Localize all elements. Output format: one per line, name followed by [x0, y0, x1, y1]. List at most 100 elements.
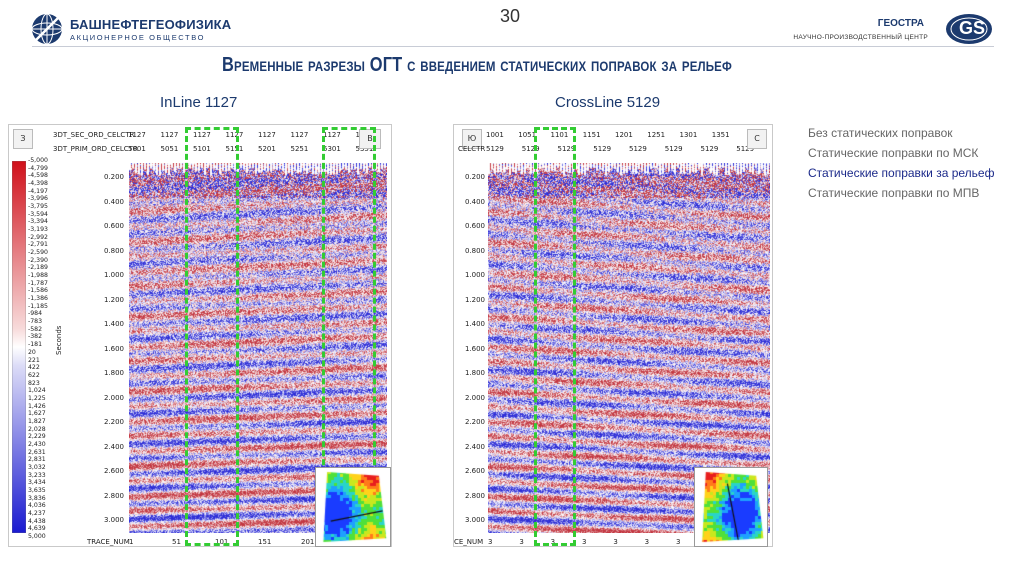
crossline-row2-value: 5129: [593, 145, 612, 153]
inline-corner-west: З: [13, 129, 33, 149]
colorbar-value: 1,225: [28, 394, 46, 402]
crossline-row2-value: 5129: [486, 145, 504, 153]
crossline-row1-value: 1251: [647, 131, 666, 139]
colorbar-value: 1,426: [28, 402, 46, 410]
crossline-y-tick: 1.800: [464, 369, 485, 377]
colorbar-value: -4,598: [28, 172, 48, 180]
inline-y-tick: 2.200: [103, 418, 124, 426]
crossline-row2-values: 5129 5129 5129 5129 5129 5129 5129 5129: [486, 145, 772, 155]
crossline-y-tick: 1.400: [464, 320, 485, 328]
colorbar-value: 1,827: [28, 417, 46, 425]
colorbar-value: 823: [28, 379, 40, 387]
colorbar-value: 1,024: [28, 387, 46, 395]
colorbar-value: -2,590: [28, 249, 48, 257]
crossline-y-ticks: 0.200 0.400 0.600 0.800 1.000 1.200 1.400 1.600…: [458, 161, 488, 533]
crossline-row2-label: CELCTR: [458, 145, 486, 153]
slide-title: Временные разрезы ОГТ с введением статич…: [222, 54, 732, 76]
crossline-row2-value: 5129: [700, 145, 719, 153]
inline-row2-value: 5101: [193, 145, 211, 153]
crossline-ce-num-value: 3: [488, 538, 493, 546]
company-left-name: БАШНЕФТЕГЕОФИЗИКА: [70, 16, 232, 32]
colorbar-value: 2,631: [28, 448, 46, 456]
colorbar-value: 3,434: [28, 479, 46, 487]
inline-section-panel: З 3DT_SEC_ORD_CELCTR 3DT_PRIM_ORD_CELCTR…: [8, 124, 392, 547]
colorbar-value: 2,229: [28, 433, 46, 441]
crossline-ce-num-value: 3: [644, 538, 650, 546]
colorbar-value: 3,233: [28, 471, 46, 479]
inline-row2-value: 5351: [355, 145, 374, 153]
colorbar-value: -3,795: [28, 203, 48, 211]
inline-row2-label: 3DT_PRIM_ORD_CELCTR: [53, 145, 138, 153]
colorbar-value: 20: [28, 348, 36, 356]
inline-y-axis-label: Seconds: [55, 325, 63, 355]
crossline-row1-values: 1001 1051 1101 1151 1201 1251 1301 1351: [486, 131, 744, 141]
legend-item: Статические поправки за рельеф: [808, 166, 995, 180]
colorbar-value: 4,036: [28, 502, 46, 510]
inline-row1-value: 1127: [160, 131, 179, 139]
crossline-row2-value: 5129: [736, 145, 755, 153]
colorbar-value: 2,430: [28, 440, 46, 448]
inline-y-tick: 1.600: [103, 344, 124, 353]
inline-title: InLine 1127: [160, 94, 238, 111]
inline-y-tick: 0.600: [103, 222, 124, 230]
colorbar-value: -1,787: [28, 279, 48, 287]
globe-icon: [31, 13, 63, 45]
crossline-row2-value: 5129: [664, 145, 683, 153]
colorbar-value: -4,398: [28, 180, 48, 188]
crossline-y-tick: 1.000: [464, 271, 485, 279]
colorbar-value: -3,996: [28, 195, 48, 203]
crossline-row2-value: 5129: [521, 145, 540, 153]
crossline-y-tick: 2.400: [464, 442, 485, 451]
colorbar-value: 2,831: [28, 456, 46, 464]
inline-y-tick: 2.600: [103, 467, 124, 475]
colorbar-value: -1,586: [28, 287, 48, 295]
crossline-location-map: [694, 467, 768, 547]
inline-y-tick: 1.400: [103, 320, 124, 328]
crossline-y-tick: 0.800: [464, 246, 485, 255]
colorbar-value: 622: [28, 371, 40, 379]
crossline-row1-value: 1201: [615, 131, 633, 139]
inline-location-map: [315, 467, 391, 547]
inline-highlight-frame-1: [185, 127, 239, 546]
colorbar-value: -1,185: [28, 302, 48, 310]
crossline-corner-north: С: [747, 129, 767, 149]
crossline-ce-num-label: CE_NUM: [454, 538, 484, 546]
inline-row1-value: 1127: [193, 131, 211, 139]
crossline-row1-value: 1151: [582, 131, 601, 139]
inline-row1-value: 1127: [258, 131, 276, 139]
colorbar-value: 221: [28, 356, 40, 364]
crossline-highlight-frame: [534, 127, 576, 546]
inline-y-tick: 0.200: [103, 173, 124, 181]
inline-row2-value: 5251: [290, 145, 309, 153]
inline-y-tick: 2.000: [103, 393, 124, 402]
colorbar-value: -2,791: [28, 241, 48, 249]
crossline-y-tick: 2.800: [464, 491, 485, 500]
colorbar-value: -783: [28, 318, 43, 326]
crossline-ce-num-value: 3: [582, 538, 587, 546]
legend-item: Статические поправки по МСК: [808, 146, 979, 160]
crossline-row2-value: 5129: [557, 145, 576, 153]
inline-row2-value: 5201: [258, 145, 276, 153]
colorbar-value: 3,836: [28, 494, 46, 502]
geostra-logo: ГЕОСТРА НАУЧНО-ПРОИЗВОДСТВЕННЫЙ ЦЕНТР GS: [764, 12, 994, 52]
crossline-ce-num-value: 3: [519, 538, 524, 546]
inline-row1-value: 1127: [323, 131, 341, 139]
inline-y-tick: 3.000: [103, 516, 124, 524]
colorbar-value: -2,390: [28, 256, 48, 264]
colorbar-value: 5,000: [28, 533, 46, 540]
inline-y-tick: 0.800: [103, 246, 124, 255]
legend-item: Без статических поправок: [808, 126, 953, 140]
gs-badge-text: GS: [958, 18, 985, 38]
crossline-row1-value: 1051: [518, 131, 537, 139]
crossline-ce-num-value: 3: [550, 538, 556, 546]
colorbar-value: -4,799: [28, 164, 48, 172]
crossline-ce-num-value: 3: [676, 538, 681, 546]
company-left-subtitle: АКЦИОНЕРНОЕ ОБЩЕСТВО: [70, 32, 206, 42]
inline-row1-label: 3DT_SEC_ORD_CELCTR: [53, 131, 135, 139]
inline-colorbar-labels: -5,000 -4,799 -4,598 -4,398 -4,197 -3,996 -3,7…: [28, 157, 58, 540]
inline-row2-value: 5001: [128, 145, 146, 153]
crossline-y-tick: 1.600: [464, 344, 485, 353]
crossline-ce-num-value: 3: [613, 538, 618, 546]
inline-row2-values: 5001 5051 5101 5151 5201 5251 5301 5351: [128, 145, 388, 155]
